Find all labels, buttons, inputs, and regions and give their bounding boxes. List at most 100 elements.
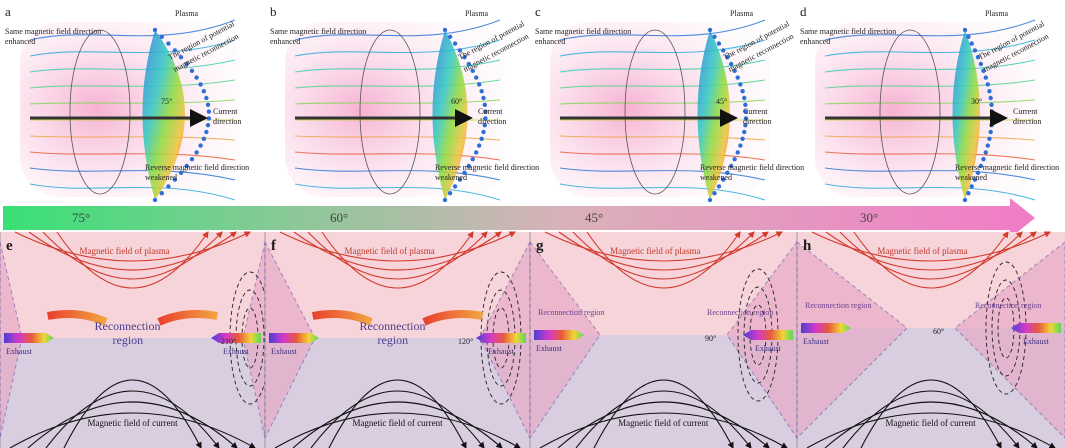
panel-letter: b (270, 4, 277, 19)
current-field-line (328, 379, 467, 448)
field-line (559, 39, 766, 57)
plasma-particle (740, 136, 745, 141)
field-line (29, 79, 236, 89)
plasma-field-line (42, 231, 223, 280)
plasma-particle (732, 68, 737, 74)
panel-letter: c (535, 4, 541, 19)
region-label-right: Reconnection region (707, 308, 773, 317)
panel-e: e Magnetic field of plasma Magnetic field … (0, 231, 271, 448)
reverse-label: Reverse magnetic field direction (700, 163, 804, 172)
current-field-line (27, 401, 238, 448)
field-line (824, 135, 1036, 141)
field-line (824, 79, 1036, 89)
field-line (559, 59, 766, 73)
current-field-line (806, 412, 1056, 448)
plasma-particle (457, 48, 463, 53)
same-direction-label: Same magnetic field direction (270, 27, 366, 36)
exhaust-label-left: Exhaust (6, 347, 33, 356)
current-field-line (310, 390, 485, 448)
reconnection-angle: 210° (221, 337, 236, 346)
plasma-particle (743, 116, 749, 121)
plasma-particle (716, 184, 722, 189)
plasma-particle (166, 41, 171, 46)
plasma-particle (969, 41, 974, 46)
field-line (559, 167, 766, 181)
plasma-particle (978, 61, 984, 67)
inflow-arrow (157, 310, 219, 326)
cone-angle: 30° (971, 97, 982, 106)
plasma-particle (474, 150, 479, 155)
region-label-2: region (378, 333, 409, 347)
plasma-particle (189, 157, 195, 162)
region-label-left: Reconnection region (538, 308, 604, 317)
plasma-particle (966, 34, 971, 39)
current-field-line (274, 412, 521, 448)
plasma-particle (721, 48, 726, 53)
field-line (559, 79, 766, 89)
plasma-particle (987, 136, 992, 141)
plasma-particle (178, 170, 184, 175)
field-line (824, 19, 1036, 41)
plasma-particle (481, 129, 486, 135)
plasma-particle (206, 109, 212, 114)
exhaust-label-right: Exhaust (1023, 337, 1050, 346)
plasma-zone (265, 232, 530, 338)
same-direction-label-2: enhanced (800, 37, 830, 46)
exhaust-label-right: Exhaust (488, 347, 515, 356)
field-line (294, 151, 501, 161)
current-field-label: Magnetic field of current (352, 418, 443, 428)
region-label-left: Reconnection region (805, 301, 871, 310)
field-line (559, 183, 766, 201)
current-zone (0, 338, 265, 448)
plasma-particle (988, 129, 993, 135)
current-field-line (292, 401, 503, 448)
plasma-particle (989, 102, 994, 108)
plasma-particle (470, 157, 475, 162)
field-line (29, 19, 236, 41)
plasma-particle (743, 109, 749, 114)
plasma-particle (716, 41, 722, 46)
plasma-field-line (56, 231, 209, 289)
plasma-field-label: Magnetic field of plasma (345, 246, 435, 256)
plasma-particle (184, 61, 189, 67)
exhaust-label-right: Exhaust (755, 344, 782, 353)
exhaust-label-left: Exhaust (271, 347, 298, 356)
plasma-particle (989, 109, 995, 114)
field-line (824, 167, 1036, 181)
plasma-field-line (839, 231, 1023, 280)
plasma-field-line (558, 231, 769, 271)
plasma-cone (697, 30, 730, 200)
inflow-arrow (46, 310, 108, 326)
field-line (29, 39, 236, 57)
panel-letter: a (5, 4, 11, 19)
plasma-particle (985, 82, 990, 87)
plasma-particle (457, 177, 463, 182)
region-label: Reconnection (360, 319, 426, 333)
plasma-field-line (811, 231, 1051, 262)
plasma-particle (725, 170, 730, 175)
field-line (294, 59, 501, 73)
current-field-label: Magnetic field of current (618, 418, 709, 428)
exhaust-jet-right (211, 333, 261, 343)
current-label: Current (213, 107, 238, 116)
plasma-field-line (572, 231, 755, 280)
plasma-particle (178, 55, 184, 60)
plasma-field-line (279, 231, 516, 262)
plasma-particle (738, 143, 743, 148)
angle-label-30: 30° (860, 210, 878, 225)
plasma-particle (201, 89, 207, 94)
plasma-particle (728, 163, 734, 169)
current-field-line (9, 412, 256, 448)
exhaust-jet-left (534, 330, 584, 340)
reverse-label-2: weakened (435, 173, 467, 182)
plasma-particle (442, 27, 448, 33)
field-line (559, 99, 766, 105)
plasma-label: Plasma (730, 9, 754, 18)
plasma-particle (483, 116, 488, 121)
plasma-particle (725, 55, 730, 60)
plasma-particle (989, 123, 994, 128)
plasma-particle (452, 41, 458, 46)
plasma-particle (479, 136, 484, 141)
plasma-particle (482, 123, 487, 128)
